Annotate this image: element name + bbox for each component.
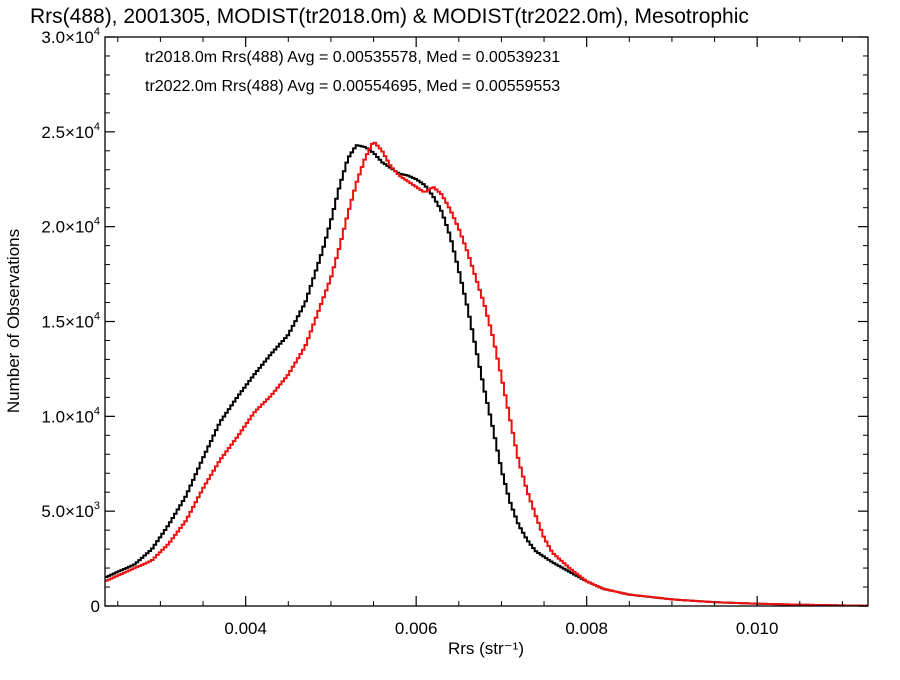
x-tick-label: 0.004 (224, 619, 267, 638)
x-tick-label: 0.008 (565, 619, 608, 638)
y-tick-label: 0 (91, 597, 100, 616)
x-tick-label: 0.010 (736, 619, 779, 638)
series-layer (105, 141, 869, 607)
y-tick-label: 1.0×104 (41, 405, 100, 426)
y-axis-label: Number of Observations (4, 229, 23, 413)
x-tick-label: 0.006 (395, 619, 438, 638)
x-axis-label: Rrs (str⁻¹) (448, 639, 524, 658)
chart-title: Rrs(488), 2001305, MODIST(tr2018.0m) & M… (30, 5, 749, 28)
y-tick-label: 2.5×104 (41, 121, 100, 142)
ticks-layer: 0.004 0.006 0.008 0.010 0 5.0×103 1.0×104 1.5×1… (41, 26, 868, 638)
y-tick-label: 5.0×103 (41, 500, 100, 521)
plot-frame (104, 36, 869, 607)
y-tick-label: 2.0×104 (41, 216, 100, 237)
series-line-tr2022 (105, 141, 869, 607)
y-tick-label: 1.5×104 (41, 311, 100, 332)
legend: tr2018.0m Rrs(488) Avg = 0.00535578, Med… (145, 49, 560, 95)
series-line-tr2018 (105, 144, 869, 607)
legend-entry-tr2018: tr2018.0m Rrs(488) Avg = 0.00535578, Med… (145, 49, 560, 66)
legend-entry-tr2022: tr2022.0m Rrs(488) Avg = 0.00554695, Med… (145, 78, 560, 95)
y-tick-label: 3.0×104 (41, 26, 100, 47)
